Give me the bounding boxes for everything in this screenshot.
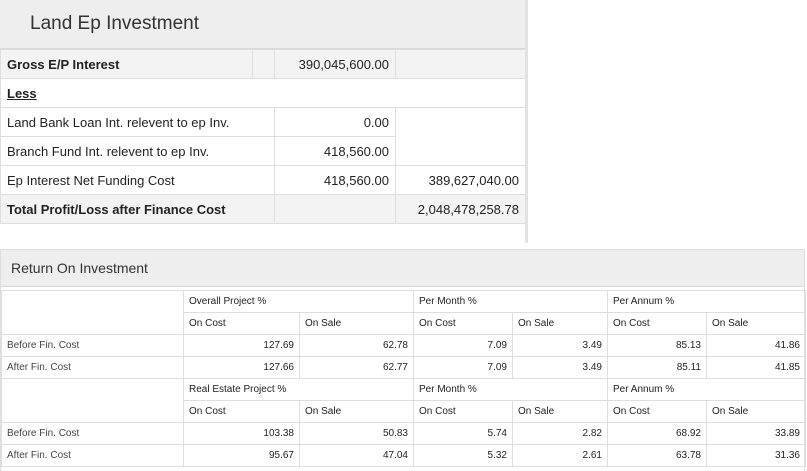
- return-on-investment-table: Overall Project % Per Month % Per Annum …: [1, 290, 806, 467]
- cell: 7.09: [413, 334, 513, 357]
- group-header-row: Real Estate Project % Per Month % Per An…: [1, 378, 806, 423]
- group-header-per-month: Per Month %: [413, 378, 608, 401]
- sub-header-row: On Cost On Sale On Cost On Sale On Cost …: [2, 400, 806, 423]
- cell: 2.82: [512, 422, 608, 445]
- cell: 418,560.00: [274, 136, 396, 166]
- cell: 7.09: [413, 356, 513, 379]
- cell: 5.32: [413, 444, 513, 467]
- sub-header-on-cost: On Cost: [607, 312, 707, 335]
- return-on-investment-title: Return On Investment: [1, 250, 804, 287]
- row-label: Before Fin. Cost: [1, 422, 184, 445]
- cell: [252, 49, 275, 79]
- sub-header-on-sale: On Sale: [706, 400, 806, 423]
- cell: 33.89: [706, 422, 806, 445]
- cell: 390,045,600.00: [274, 49, 396, 79]
- sub-header-on-sale: On Sale: [512, 400, 608, 423]
- cell: 47.04: [299, 444, 414, 467]
- table-row: Before Fin. Cost 127.69 62.78 7.09 3.49 …: [1, 334, 806, 357]
- cell: [395, 136, 526, 166]
- cell: 127.66: [183, 356, 300, 379]
- table-row: Land Bank Loan Int. relevent to ep Inv. …: [0, 107, 526, 137]
- table-row: Ep Interest Net Funding Cost 418,560.00 …: [0, 165, 526, 195]
- row-label: Land Bank Loan Int. relevent to ep Inv.: [0, 107, 275, 137]
- group-header-overall: Overall Project %: [183, 290, 414, 313]
- sub-header-on-cost: On Cost: [413, 312, 513, 335]
- cell: 41.86: [706, 334, 806, 357]
- cell: 95.67: [183, 444, 300, 467]
- table-row: After Fin. Cost 127.66 62.77 7.09 3.49 8…: [1, 356, 806, 379]
- sub-header-on-cost: On Cost: [607, 400, 707, 423]
- empty-cell: [1, 378, 184, 423]
- group-header-per-annum: Per Annum %: [607, 290, 806, 313]
- sub-header-on-sale: On Sale: [512, 312, 608, 335]
- row-label: After Fin. Cost: [1, 444, 184, 467]
- cell: 50.83: [299, 422, 414, 445]
- group-header-real-estate: Real Estate Project %: [183, 378, 414, 401]
- cell: 5.74: [413, 422, 513, 445]
- cell: 127.69: [183, 334, 300, 357]
- group-header-row: Overall Project % Per Month % Per Annum …: [1, 290, 806, 335]
- cell: 418,560.00: [274, 165, 396, 195]
- panel-divider: [525, 0, 528, 243]
- cell: 85.11: [607, 356, 707, 379]
- land-ep-investment-title: Land Ep Investment: [0, 0, 525, 49]
- sub-header-on-sale: On Sale: [706, 312, 806, 335]
- table-row: Branch Fund Int. relevent to ep Inv. 418…: [0, 136, 526, 166]
- row-label: After Fin. Cost: [1, 356, 184, 379]
- cell: 85.13: [607, 334, 707, 357]
- row-label: Less: [0, 78, 526, 108]
- cell: 63.78: [607, 444, 707, 467]
- table-row: Less: [0, 78, 526, 108]
- cell: 103.38: [183, 422, 300, 445]
- row-label: Branch Fund Int. relevent to ep Inv.: [0, 136, 275, 166]
- row-label: Ep Interest Net Funding Cost: [0, 165, 275, 195]
- row-label: Before Fin. Cost: [1, 334, 184, 357]
- cell: 389,627,040.00: [395, 165, 526, 195]
- empty-cell: [1, 290, 184, 335]
- cell: [274, 194, 396, 224]
- table-row: Total Profit/Loss after Finance Cost 2,0…: [0, 194, 526, 224]
- sub-header-on-cost: On Cost: [183, 400, 300, 423]
- group-header-per-annum: Per Annum %: [607, 378, 806, 401]
- cell: 31.36: [706, 444, 806, 467]
- cell: 41.85: [706, 356, 806, 379]
- sub-header-on-cost: On Cost: [413, 400, 513, 423]
- cell: 3.49: [512, 356, 608, 379]
- land-ep-investment-table: Gross E/P Interest 390,045,600.00 Less L…: [0, 49, 526, 224]
- cell: 62.77: [299, 356, 414, 379]
- sub-header-on-sale: On Sale: [299, 312, 414, 335]
- sub-header-on-cost: On Cost: [183, 312, 300, 335]
- table-row: After Fin. Cost 95.67 47.04 5.32 2.61 63…: [1, 444, 806, 467]
- return-on-investment-panel: Return On Investment Overall Project % P…: [0, 249, 806, 471]
- cell: 0.00: [274, 107, 396, 137]
- cell: 62.78: [299, 334, 414, 357]
- cell: 3.49: [512, 334, 608, 357]
- cell: 2.61: [512, 444, 608, 467]
- cell: [395, 49, 526, 79]
- cell: 2,048,478,258.78: [395, 194, 526, 224]
- table-row: Gross E/P Interest 390,045,600.00: [0, 49, 526, 79]
- row-label: Gross E/P Interest: [0, 49, 253, 79]
- group-header-per-month: Per Month %: [413, 290, 608, 313]
- sub-header-on-sale: On Sale: [299, 400, 414, 423]
- table-row: Before Fin. Cost 103.38 50.83 5.74 2.82 …: [1, 422, 806, 445]
- cell: [395, 107, 526, 137]
- land-ep-investment-panel: Land Ep Investment Gross E/P Interest 39…: [0, 0, 526, 236]
- row-label: Total Profit/Loss after Finance Cost: [0, 194, 275, 224]
- cell: 68.92: [607, 422, 707, 445]
